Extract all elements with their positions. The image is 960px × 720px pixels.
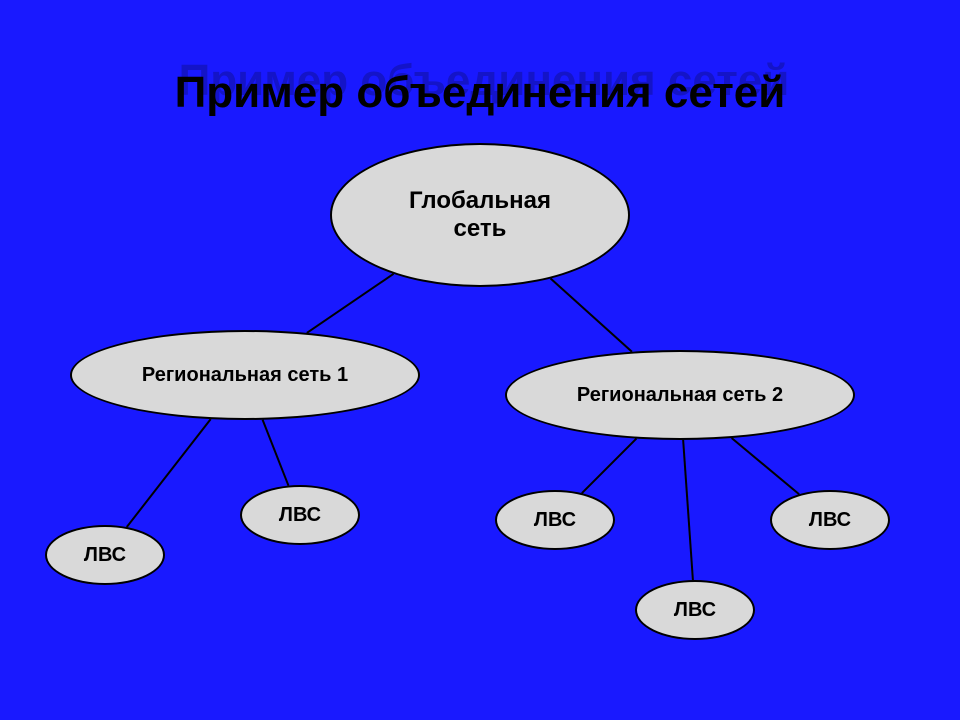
edge <box>683 440 693 580</box>
node-lvs-4: ЛВС <box>635 580 755 640</box>
slide-stage: Пример объединения сетей Пример объедине… <box>0 0 960 720</box>
edge <box>582 439 637 494</box>
edge <box>127 419 211 527</box>
edge <box>307 274 394 333</box>
node-lvs-3: ЛВС <box>495 490 615 550</box>
node-label: ЛВС <box>809 509 851 532</box>
node-label: ЛВС <box>84 544 126 567</box>
node-global: Глобальнаясеть <box>330 143 630 287</box>
edge <box>732 438 800 494</box>
edge <box>263 420 289 486</box>
slide-title: Пример объединения сетей <box>0 68 960 118</box>
node-region-1: Региональная сеть 1 <box>70 330 420 420</box>
edge <box>551 279 632 352</box>
node-label: Региональная сеть 1 <box>142 364 348 387</box>
node-label: Глобальнаясеть <box>409 187 551 242</box>
node-region-2: Региональная сеть 2 <box>505 350 855 440</box>
node-label: ЛВС <box>279 504 321 527</box>
node-label: ЛВС <box>534 509 576 532</box>
node-lvs-1: ЛВС <box>45 525 165 585</box>
node-label: Региональная сеть 2 <box>577 384 783 407</box>
node-lvs-5: ЛВС <box>770 490 890 550</box>
node-label: ЛВС <box>674 599 716 622</box>
node-lvs-2: ЛВС <box>240 485 360 545</box>
